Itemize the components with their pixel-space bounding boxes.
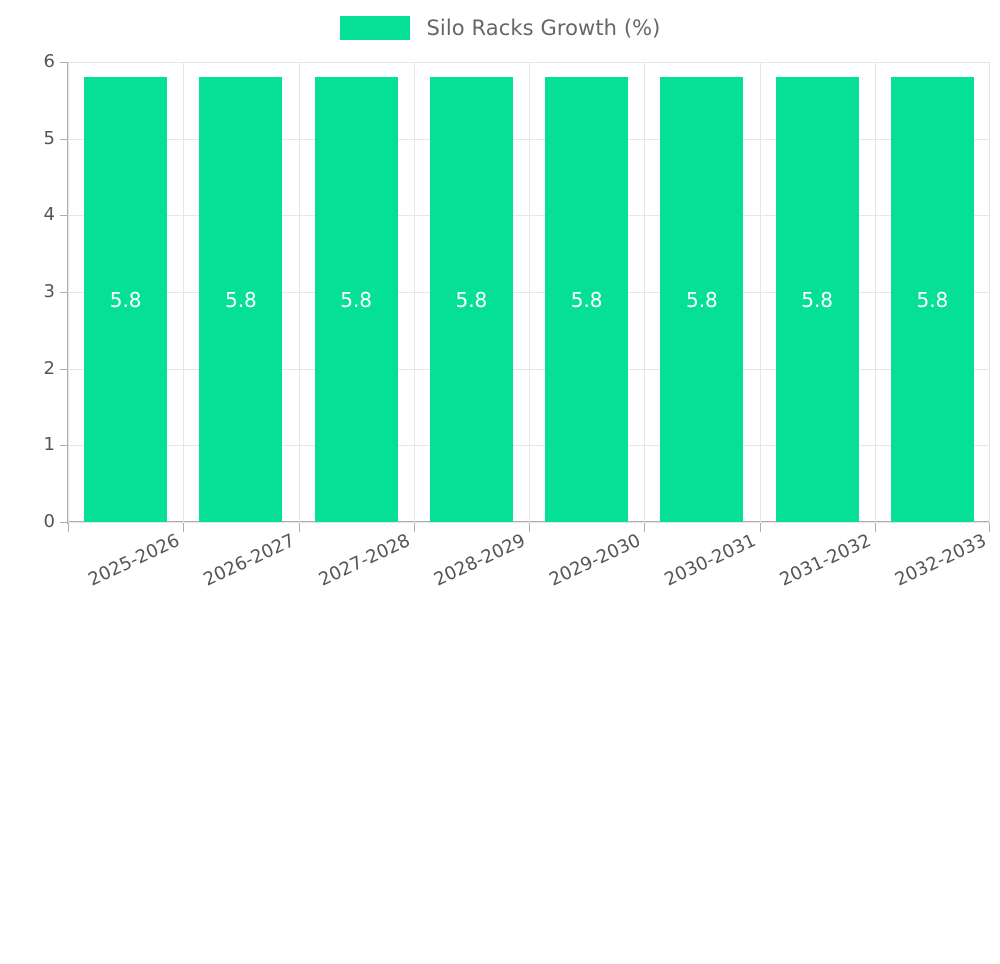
x-tick-mark [644, 523, 645, 532]
x-tick-mark [760, 523, 761, 532]
y-tick-mark [60, 445, 68, 447]
legend-label: Silo Racks Growth (%) [426, 16, 661, 40]
bar[interactable]: 5.8 [429, 77, 513, 522]
y-tick-mark [60, 368, 68, 370]
y-tick-label: 1 [43, 434, 55, 456]
legend-color-swatch [339, 16, 410, 40]
bar[interactable]: 5.8 [775, 77, 859, 522]
bar-value-label: 5.8 [570, 287, 603, 312]
y-tick-mark [60, 522, 68, 523]
y-tick-mark [60, 292, 68, 293]
plot-area: 5.8 5.8 5.8 5.8 5.8 5.8 5.8 5.8 [68, 62, 990, 523]
bar-value-label: 5.8 [340, 287, 373, 312]
x-tick-mark [989, 523, 990, 532]
bar[interactable]: 5.8 [314, 77, 398, 522]
y-axis: 0 1 2 3 4 5 6 [0, 0, 55, 600]
bar[interactable]: 5.8 [84, 77, 168, 522]
bar-value-label: 5.8 [685, 287, 718, 312]
y-tick-mark [60, 62, 68, 63]
bar[interactable]: 5.8 [660, 77, 744, 522]
y-tick-mark [60, 215, 68, 217]
gridline-vertical [760, 62, 761, 522]
y-tick-label: 5 [43, 127, 55, 149]
gridline-vertical [183, 62, 184, 522]
x-tick-mark [68, 523, 69, 532]
y-tick-mark [60, 138, 68, 140]
bar-value-label: 5.8 [801, 287, 834, 312]
gridline-vertical [299, 62, 300, 522]
y-tick-label: 0 [43, 511, 55, 532]
y-tick-label: 4 [43, 204, 55, 226]
x-tick-mark [875, 523, 876, 532]
gridline-horizontal [68, 522, 990, 523]
gridline-vertical [644, 62, 645, 522]
bar-value-label: 5.8 [224, 287, 257, 312]
y-tick-label: 3 [43, 281, 55, 302]
x-tick-mark [183, 523, 184, 532]
y-tick-label: 2 [43, 357, 55, 379]
bar[interactable]: 5.8 [199, 77, 283, 522]
bar-value-label: 5.8 [109, 287, 142, 312]
x-tick-mark [414, 523, 415, 532]
bar-value-label: 5.8 [455, 287, 488, 312]
gridline-vertical [989, 62, 990, 522]
bar[interactable]: 5.8 [545, 77, 629, 522]
bar[interactable]: 5.8 [890, 77, 974, 522]
x-tick-mark [529, 523, 530, 532]
chart-legend: Silo Racks Growth (%) [0, 0, 1000, 56]
gridline-vertical [529, 62, 530, 522]
y-tick-label: 6 [43, 51, 55, 72]
gridline-vertical [414, 62, 415, 522]
gridline-vertical [875, 62, 876, 522]
gridline-vertical [68, 62, 69, 522]
bar-value-label: 5.8 [916, 287, 949, 312]
x-tick-mark [299, 523, 300, 532]
